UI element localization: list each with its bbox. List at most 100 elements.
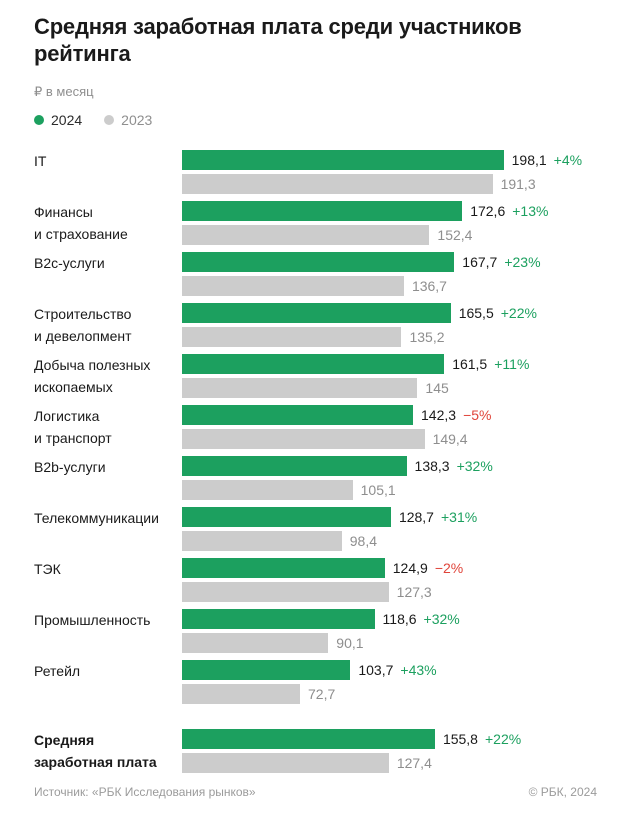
bar-group: 138,3 +32% 105,1 — [182, 455, 597, 500]
category-label: Ретейл — [34, 662, 81, 679]
category-label: IT — [34, 152, 47, 169]
bar-group: 124,9 −2% 127,3 — [182, 557, 597, 602]
category-label: Промышленность — [34, 611, 151, 628]
bar-line-2024: 103,7 +43% — [182, 659, 597, 680]
bar-2024 — [182, 200, 463, 221]
category-label: Логистика и транспорт — [34, 407, 112, 446]
bar-group: 155,8 +22% 127,4 — [182, 728, 597, 773]
bar-line-2023: 135,2 — [182, 326, 597, 347]
value-2023: 135,2 — [409, 328, 445, 345]
chart-row: Средняя заработная плата 155,8 +22% 127,… — [34, 728, 597, 773]
legend: 2024 2023 — [34, 112, 597, 128]
bar-2023 — [182, 173, 493, 194]
bar-group: 165,5 +22% 135,2 — [182, 302, 597, 347]
bar-line-2024: 172,6 +13% — [182, 200, 597, 221]
bar-line-2024: 198,1 +4% — [182, 149, 597, 170]
change-percent: −2% — [434, 559, 464, 576]
chart-row: Добыча полезных ископаемых 161,5 +11% 14… — [34, 353, 597, 398]
bar-line-2024: 124,9 −2% — [182, 557, 597, 578]
bar-2023 — [182, 581, 389, 602]
bar-line-2023: 152,4 — [182, 224, 597, 245]
bar-line-2023: 98,4 — [182, 530, 597, 551]
bar-line-2024: 128,7 +31% — [182, 506, 597, 527]
source-text: Источник: «РБК Исследования рынков» — [34, 785, 256, 799]
bar-2024 — [182, 404, 414, 425]
bar-2023 — [182, 224, 430, 245]
bar-2024 — [182, 302, 451, 323]
bar-2023 — [182, 683, 301, 704]
bar-chart: IT 198,1 +4% 191,3 Финансы и страхование… — [34, 149, 597, 773]
bar-2024 — [182, 608, 375, 629]
value-2023: 149,4 — [432, 430, 468, 447]
bar-2024 — [182, 455, 407, 476]
change-percent: +31% — [440, 508, 478, 525]
bar-group: 167,7 +23% 136,7 — [182, 251, 597, 296]
change-percent: +22% — [500, 304, 537, 321]
value-2024: 128,7 — [398, 508, 434, 525]
bar-2023 — [182, 377, 418, 398]
bar-2024 — [182, 557, 385, 578]
change-percent: +32% — [423, 610, 460, 627]
change-percent: +13% — [512, 202, 549, 219]
chart-row: ТЭК 124,9 −2% 127,3 — [34, 557, 597, 602]
value-2023: 191,3 — [500, 175, 536, 192]
value-2023: 105,1 — [360, 481, 396, 498]
value-2023: 145 — [425, 379, 449, 396]
change-percent: +23% — [504, 253, 541, 270]
value-2024: 124,9 — [392, 559, 428, 576]
bar-line-2023: 191,3 — [182, 173, 597, 194]
chart-row: Промышленность 118,6 +32% 90,1 — [34, 608, 597, 653]
chart-rows: IT 198,1 +4% 191,3 Финансы и страхование… — [34, 149, 597, 773]
bar-2024 — [182, 149, 504, 170]
change-percent: +22% — [484, 730, 522, 747]
value-2024: 142,3 — [421, 406, 457, 423]
bar-line-2024: 165,5 +22% — [182, 302, 597, 323]
category-label: Средняя заработная плата — [34, 731, 157, 770]
legend-item-2024: 2024 — [34, 112, 82, 128]
value-2023: 72,7 — [308, 685, 336, 702]
category-label: Финансы и страхование — [34, 203, 128, 242]
chart-row: B2c-услуги 167,7 +23% 136,7 — [34, 251, 597, 296]
value-2024: 155,8 — [442, 730, 478, 747]
bar-group: 118,6 +32% 90,1 — [182, 608, 597, 653]
page-title: Средняя заработная плата среди участнико… — [34, 14, 522, 66]
value-2024: 198,1 — [511, 151, 547, 168]
chart-row: Строительство и девелопмент 165,5 +22% 1… — [34, 302, 597, 347]
category-label: Телекоммуникации — [34, 509, 159, 526]
chart-row: Финансы и страхование 172,6 +13% 152,4 — [34, 200, 597, 245]
legend-dot-2023-icon — [104, 114, 115, 125]
category-label: ТЭК — [34, 560, 61, 577]
value-2024: 138,3 — [414, 457, 450, 474]
bar-line-2024: 118,6 +32% — [182, 608, 597, 629]
value-2023: 127,3 — [396, 583, 432, 600]
bar-group: 103,7 +43% 72,7 — [182, 659, 597, 704]
value-2024: 165,5 — [458, 304, 494, 321]
value-2024: 172,6 — [470, 202, 506, 219]
bar-2024 — [182, 659, 351, 680]
bar-2023 — [182, 530, 342, 551]
category-label: B2c-услуги — [34, 254, 105, 271]
change-percent: +4% — [553, 151, 583, 168]
change-percent: +11% — [494, 355, 530, 372]
bar-line-2024: 161,5 +11% — [182, 353, 597, 374]
value-2024: 118,6 — [382, 610, 417, 627]
bar-group: 172,6 +13% 152,4 — [182, 200, 597, 245]
bar-2024 — [182, 506, 391, 527]
value-2023: 136,7 — [411, 277, 447, 294]
chart-row: IT 198,1 +4% 191,3 — [34, 149, 597, 194]
legend-item-2023: 2023 — [104, 112, 152, 128]
bar-line-2024: 167,7 +23% — [182, 251, 597, 272]
value-2023: 98,4 — [349, 532, 378, 549]
bar-line-2024: 142,3 −5% — [182, 404, 597, 425]
value-2024: 103,7 — [358, 661, 394, 678]
category-label: Добыча полезных ископаемых — [34, 356, 151, 395]
legend-label-2023: 2023 — [121, 111, 153, 128]
footer: Источник: «РБК Исследования рынков» © РБ… — [34, 785, 597, 799]
bar-line-2024: 138,3 +32% — [182, 455, 597, 476]
bar-group: 198,1 +4% 191,3 — [182, 149, 597, 194]
bar-group: 161,5 +11% 145 — [182, 353, 597, 398]
bar-2023 — [182, 428, 425, 449]
change-percent: +43% — [400, 661, 437, 678]
bar-2023 — [182, 752, 389, 773]
legend-dot-2024-icon — [34, 114, 44, 125]
